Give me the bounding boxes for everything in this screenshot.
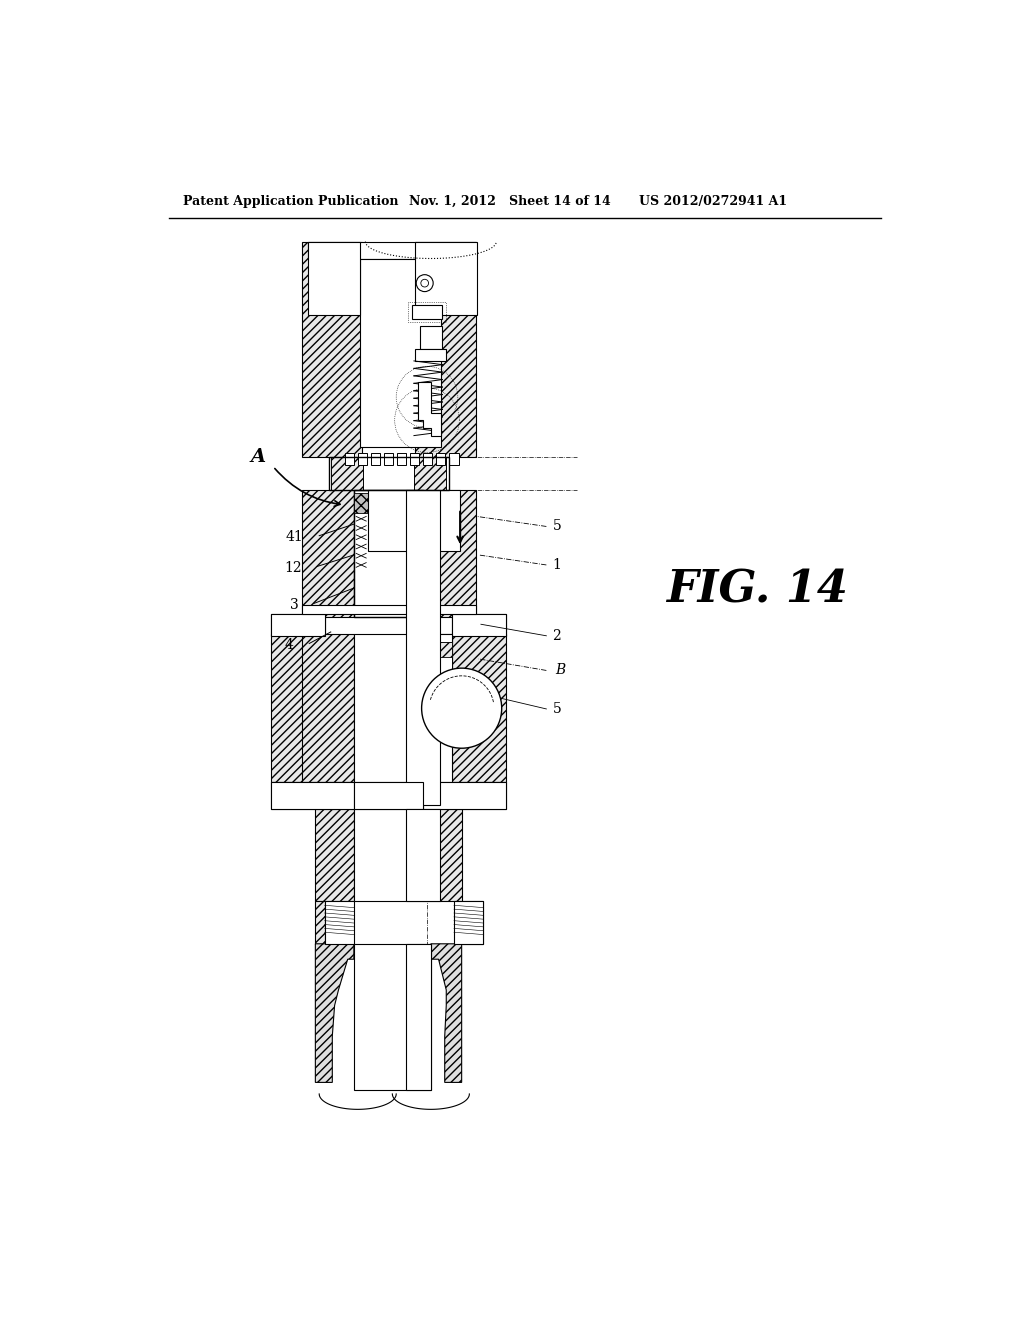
Text: 4: 4 [285, 638, 294, 652]
Bar [354, 809, 423, 902]
Bar [412, 305, 442, 319]
Bar [416, 242, 477, 314]
Bar [453, 635, 506, 781]
Polygon shape [431, 944, 462, 1082]
Bar [345, 453, 354, 465]
Bar [270, 781, 354, 809]
Bar [407, 944, 431, 1090]
Bar [325, 902, 354, 944]
Bar [410, 453, 419, 465]
Circle shape [416, 275, 433, 292]
Bar [423, 781, 506, 809]
Bar [453, 614, 506, 636]
Bar [354, 494, 377, 512]
Bar [270, 635, 325, 781]
Bar [423, 809, 462, 902]
Bar [384, 453, 393, 465]
Bar [360, 259, 441, 447]
Bar [420, 326, 441, 350]
Bar [307, 242, 360, 314]
Bar [434, 642, 453, 657]
Circle shape [422, 668, 502, 748]
Bar [354, 635, 423, 781]
Bar [414, 457, 446, 490]
Bar [301, 490, 354, 616]
Bar [354, 490, 423, 616]
Bar [462, 902, 483, 944]
Text: A: A [250, 449, 265, 466]
Text: Nov. 1, 2012   Sheet 14 of 14: Nov. 1, 2012 Sheet 14 of 14 [410, 195, 611, 209]
Bar [407, 490, 440, 805]
Polygon shape [315, 944, 354, 1082]
Text: FIG. 14: FIG. 14 [666, 568, 848, 611]
Bar [434, 642, 453, 673]
Bar [423, 490, 460, 552]
Text: B: B [556, 664, 566, 677]
Bar [354, 490, 423, 616]
Bar [371, 453, 380, 465]
Bar [315, 902, 325, 944]
Bar [423, 490, 475, 616]
Text: 41: 41 [286, 531, 304, 544]
Bar [436, 453, 445, 465]
Bar [453, 614, 506, 636]
Bar [407, 809, 440, 902]
Text: US 2012/0272941 A1: US 2012/0272941 A1 [639, 195, 786, 209]
Text: 2: 2 [553, 628, 561, 643]
Bar [301, 605, 475, 614]
Bar [354, 944, 431, 1090]
Text: 12: 12 [284, 561, 301, 576]
Bar [330, 457, 449, 490]
Polygon shape [418, 381, 441, 436]
Bar [423, 635, 475, 781]
Bar [423, 635, 453, 781]
Circle shape [421, 280, 429, 286]
Bar [454, 902, 483, 944]
Text: Patent Application Publication: Patent Application Publication [183, 195, 398, 209]
Text: 1: 1 [553, 558, 561, 572]
Bar [270, 781, 354, 809]
Bar [354, 781, 423, 809]
Bar [408, 302, 446, 322]
Bar [397, 453, 407, 465]
Bar [423, 781, 506, 809]
Bar [270, 614, 325, 636]
Bar [400, 494, 423, 512]
Text: 5: 5 [553, 702, 561, 715]
Text: 3: 3 [290, 598, 298, 612]
Bar [368, 490, 417, 552]
Bar [331, 457, 364, 490]
Text: 5: 5 [553, 520, 561, 533]
Bar [307, 242, 475, 259]
Bar [315, 809, 354, 902]
Bar [357, 453, 367, 465]
Bar [301, 635, 354, 781]
Bar [423, 453, 432, 465]
Bar [301, 242, 361, 457]
Bar [270, 614, 325, 636]
Bar [416, 350, 446, 360]
Bar [450, 453, 459, 465]
Bar [416, 242, 475, 457]
